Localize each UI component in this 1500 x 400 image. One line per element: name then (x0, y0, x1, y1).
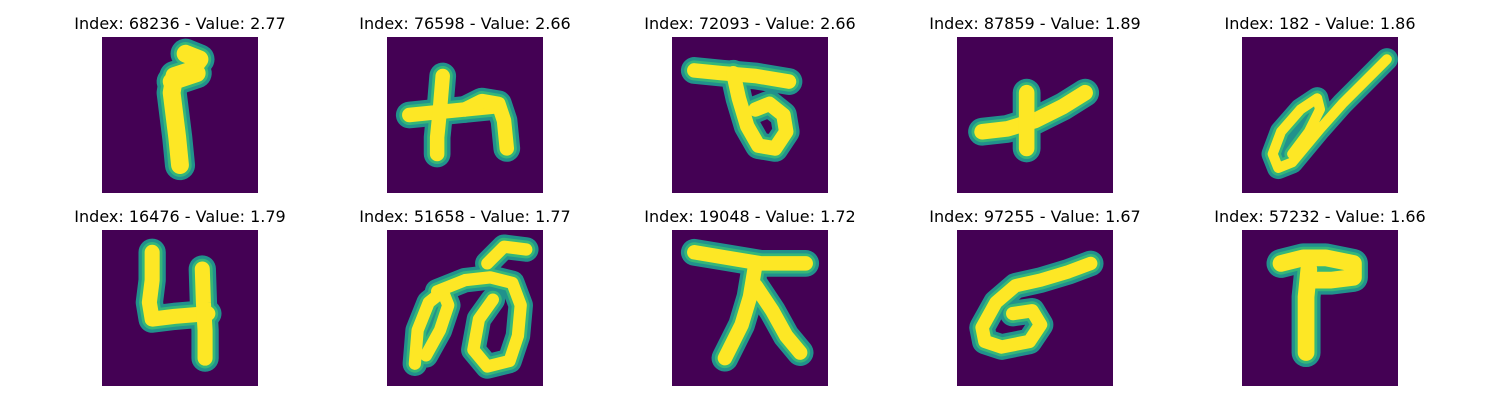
glyph-stroke (141, 244, 216, 327)
image-panel-8: Index: 19048 - Value: 1.72 (640, 207, 860, 387)
image-panel-7: Index: 51658 - Value: 1.77 (355, 207, 575, 387)
glyph-stroke (194, 261, 213, 366)
glyph-stroke (457, 93, 515, 156)
glyph-image (957, 230, 1113, 386)
glyph-image (1242, 37, 1398, 193)
panel-title: Index: 51658 - Value: 1.77 (359, 207, 571, 226)
panel-title: Index: 19048 - Value: 1.72 (644, 207, 856, 226)
glyph-image (672, 37, 828, 193)
glyph-image (957, 37, 1113, 193)
glyph-image (387, 230, 543, 386)
panel-title: Index: 57232 - Value: 1.66 (1214, 207, 1426, 226)
panel-title: Index: 182 - Value: 1.86 (1224, 14, 1416, 33)
image-panel-3: Index: 72093 - Value: 2.66 (640, 14, 860, 194)
glyph-stroke (687, 245, 813, 271)
glyph-image (102, 230, 258, 386)
glyph-stroke (1267, 54, 1392, 173)
panel-title: Index: 97255 - Value: 1.67 (929, 207, 1141, 226)
glyph-stroke (162, 64, 206, 91)
panel-title: Index: 72093 - Value: 2.66 (644, 14, 856, 33)
glyph-stroke (429, 68, 450, 162)
glyph-stroke (431, 271, 527, 373)
glyph-image (1242, 230, 1398, 386)
image-panel-2: Index: 76598 - Value: 2.66 (355, 14, 575, 194)
glyph-stroke (1272, 249, 1362, 289)
glyph-stroke (748, 278, 808, 360)
glyph-stroke (975, 256, 1098, 354)
glyph-stroke (726, 65, 794, 156)
image-panel-4: Index: 87859 - Value: 1.89 (925, 14, 1145, 194)
image-panel-9: Index: 97255 - Value: 1.67 (925, 207, 1145, 387)
glyph-stroke (481, 240, 533, 270)
image-panel-1: Index: 68236 - Value: 2.77 (70, 14, 290, 194)
glyph-image (102, 37, 258, 193)
panel-title: Index: 16476 - Value: 1.79 (74, 207, 286, 226)
image-panel-5: Index: 182 - Value: 1.86 (1210, 14, 1430, 194)
image-panel-10: Index: 57232 - Value: 1.66 (1210, 207, 1430, 387)
panel-title: Index: 68236 - Value: 2.77 (74, 14, 286, 33)
image-panel-6: Index: 16476 - Value: 1.79 (70, 207, 290, 387)
glyph-image (672, 230, 828, 386)
glyph-stroke (974, 84, 1093, 140)
panel-title: Index: 76598 - Value: 2.66 (359, 14, 571, 33)
glyph-image (387, 37, 543, 193)
panel-title: Index: 87859 - Value: 1.89 (929, 14, 1141, 33)
glyph-stroke (1297, 260, 1318, 361)
